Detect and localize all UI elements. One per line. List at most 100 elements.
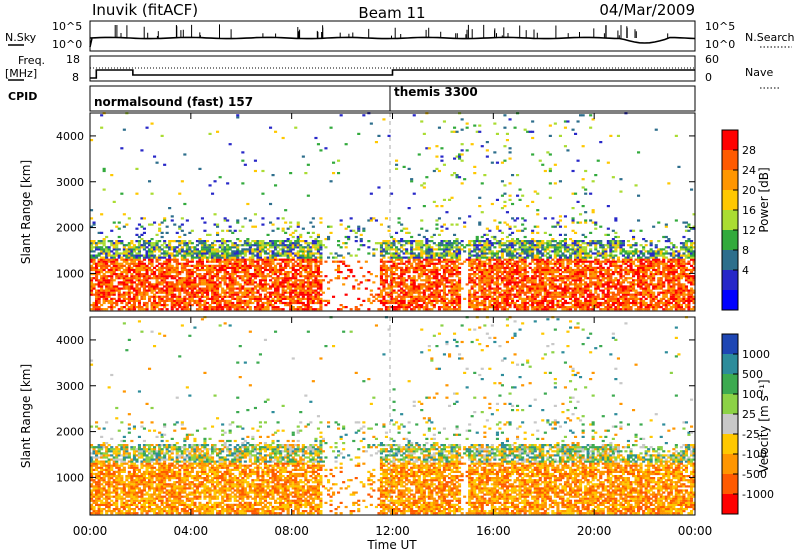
- echo-cell: [468, 277, 472, 280]
- echo-cell: [233, 287, 237, 290]
- echo-cell: [390, 192, 394, 195]
- echo-cell: [170, 301, 174, 305]
- echo-cell: [117, 268, 121, 272]
- echo-cell: [460, 248, 464, 251]
- echo-cell: [203, 256, 207, 259]
- echo-cell: [289, 246, 293, 249]
- echo-cell: [276, 287, 280, 290]
- echo-cell: [430, 235, 434, 239]
- echo-cell: [468, 256, 472, 259]
- echo-cell: [523, 242, 527, 245]
- echo-cell: [286, 258, 290, 261]
- echo-cell: [266, 273, 270, 276]
- echo-cell: [548, 287, 552, 290]
- echo-cell: [516, 281, 520, 284]
- echo-cell: [253, 297, 257, 300]
- echo-cell: [284, 304, 288, 307]
- echo-cell: [566, 248, 570, 251]
- echo-cell: [480, 291, 484, 294]
- echo-cell: [110, 240, 114, 243]
- echo-cell: [102, 250, 106, 253]
- echo-cell: [561, 304, 565, 307]
- echo-cell: [153, 285, 157, 288]
- echo-cell: [97, 240, 101, 243]
- echo-cell: [190, 291, 194, 294]
- echo-cell: [536, 242, 540, 245]
- echo-cell: [135, 299, 139, 302]
- echo-cell: [576, 285, 580, 288]
- echo-cell: [231, 295, 235, 298]
- echo-cell: [105, 252, 109, 255]
- echo-cell: [195, 252, 199, 255]
- echo-cell: [165, 244, 169, 247]
- echo-cell: [110, 281, 114, 284]
- echo-cell: [374, 219, 378, 222]
- echo-cell: [490, 202, 494, 206]
- echo-cell: [115, 262, 119, 265]
- echo-cell: [337, 159, 341, 162]
- echo-cell: [132, 299, 136, 302]
- echo-cell: [165, 258, 169, 261]
- echo-cell: [437, 233, 441, 236]
- echo-cell: [178, 273, 182, 276]
- echo-cell: [405, 248, 409, 251]
- echo-cell: [569, 301, 573, 305]
- echo-cell: [304, 285, 308, 288]
- echo-cell: [175, 275, 179, 278]
- echo-cell: [551, 301, 555, 305]
- echo-cell: [185, 244, 189, 247]
- echo-cell: [475, 238, 479, 241]
- echo-cell: [286, 285, 290, 288]
- echo-cell: [158, 268, 162, 272]
- echo-cell: [115, 244, 119, 247]
- echo-cell: [291, 266, 295, 269]
- echo-cell: [478, 287, 482, 290]
- echo-cell: [203, 295, 207, 298]
- echo-cell: [498, 262, 502, 265]
- echo-cell: [301, 240, 305, 243]
- echo-cell: [390, 283, 394, 286]
- echo-cell: [213, 295, 217, 298]
- echo-cell: [448, 250, 452, 253]
- echo-cell: [400, 266, 404, 269]
- echo-cell: [417, 264, 421, 267]
- echo-cell: [150, 252, 154, 255]
- echo-cell: [188, 285, 192, 288]
- echo-cell: [395, 273, 399, 276]
- echo-cell: [238, 308, 242, 311]
- echo-cell: [243, 268, 247, 272]
- echo-cell: [384, 264, 388, 267]
- echo-cell: [148, 262, 152, 265]
- echo-cell: [228, 262, 232, 265]
- echo-cell: [523, 277, 527, 280]
- echo-cell: [498, 229, 502, 232]
- echo-cell: [548, 233, 552, 236]
- echo-cell: [526, 277, 530, 280]
- echo-cell: [105, 295, 109, 298]
- echo-cell: [465, 126, 469, 129]
- echo-cell: [294, 264, 298, 267]
- echo-cell: [473, 248, 477, 251]
- echo-cell: [490, 295, 494, 298]
- echo-cell: [458, 304, 462, 307]
- echo-cell: [296, 297, 300, 300]
- echo-cell: [221, 266, 225, 269]
- echo-cell: [435, 301, 439, 305]
- echo-cell: [543, 297, 547, 300]
- echo-cell: [536, 275, 540, 278]
- echo-cell: [508, 258, 512, 261]
- echo-cell: [536, 213, 540, 216]
- echo-cell: [420, 306, 424, 309]
- echo-cell: [258, 275, 262, 278]
- echo-cell: [553, 289, 557, 292]
- echo-cell: [453, 260, 457, 263]
- echo-cell: [458, 287, 462, 290]
- echo-cell: [518, 198, 522, 201]
- echo-cell: [306, 248, 310, 251]
- echo-cell: [238, 266, 242, 269]
- echo-cell: [339, 308, 343, 311]
- echo-cell: [100, 277, 104, 280]
- echo-cell: [107, 283, 111, 286]
- echo-cell: [503, 145, 507, 148]
- echo-cell: [140, 266, 144, 269]
